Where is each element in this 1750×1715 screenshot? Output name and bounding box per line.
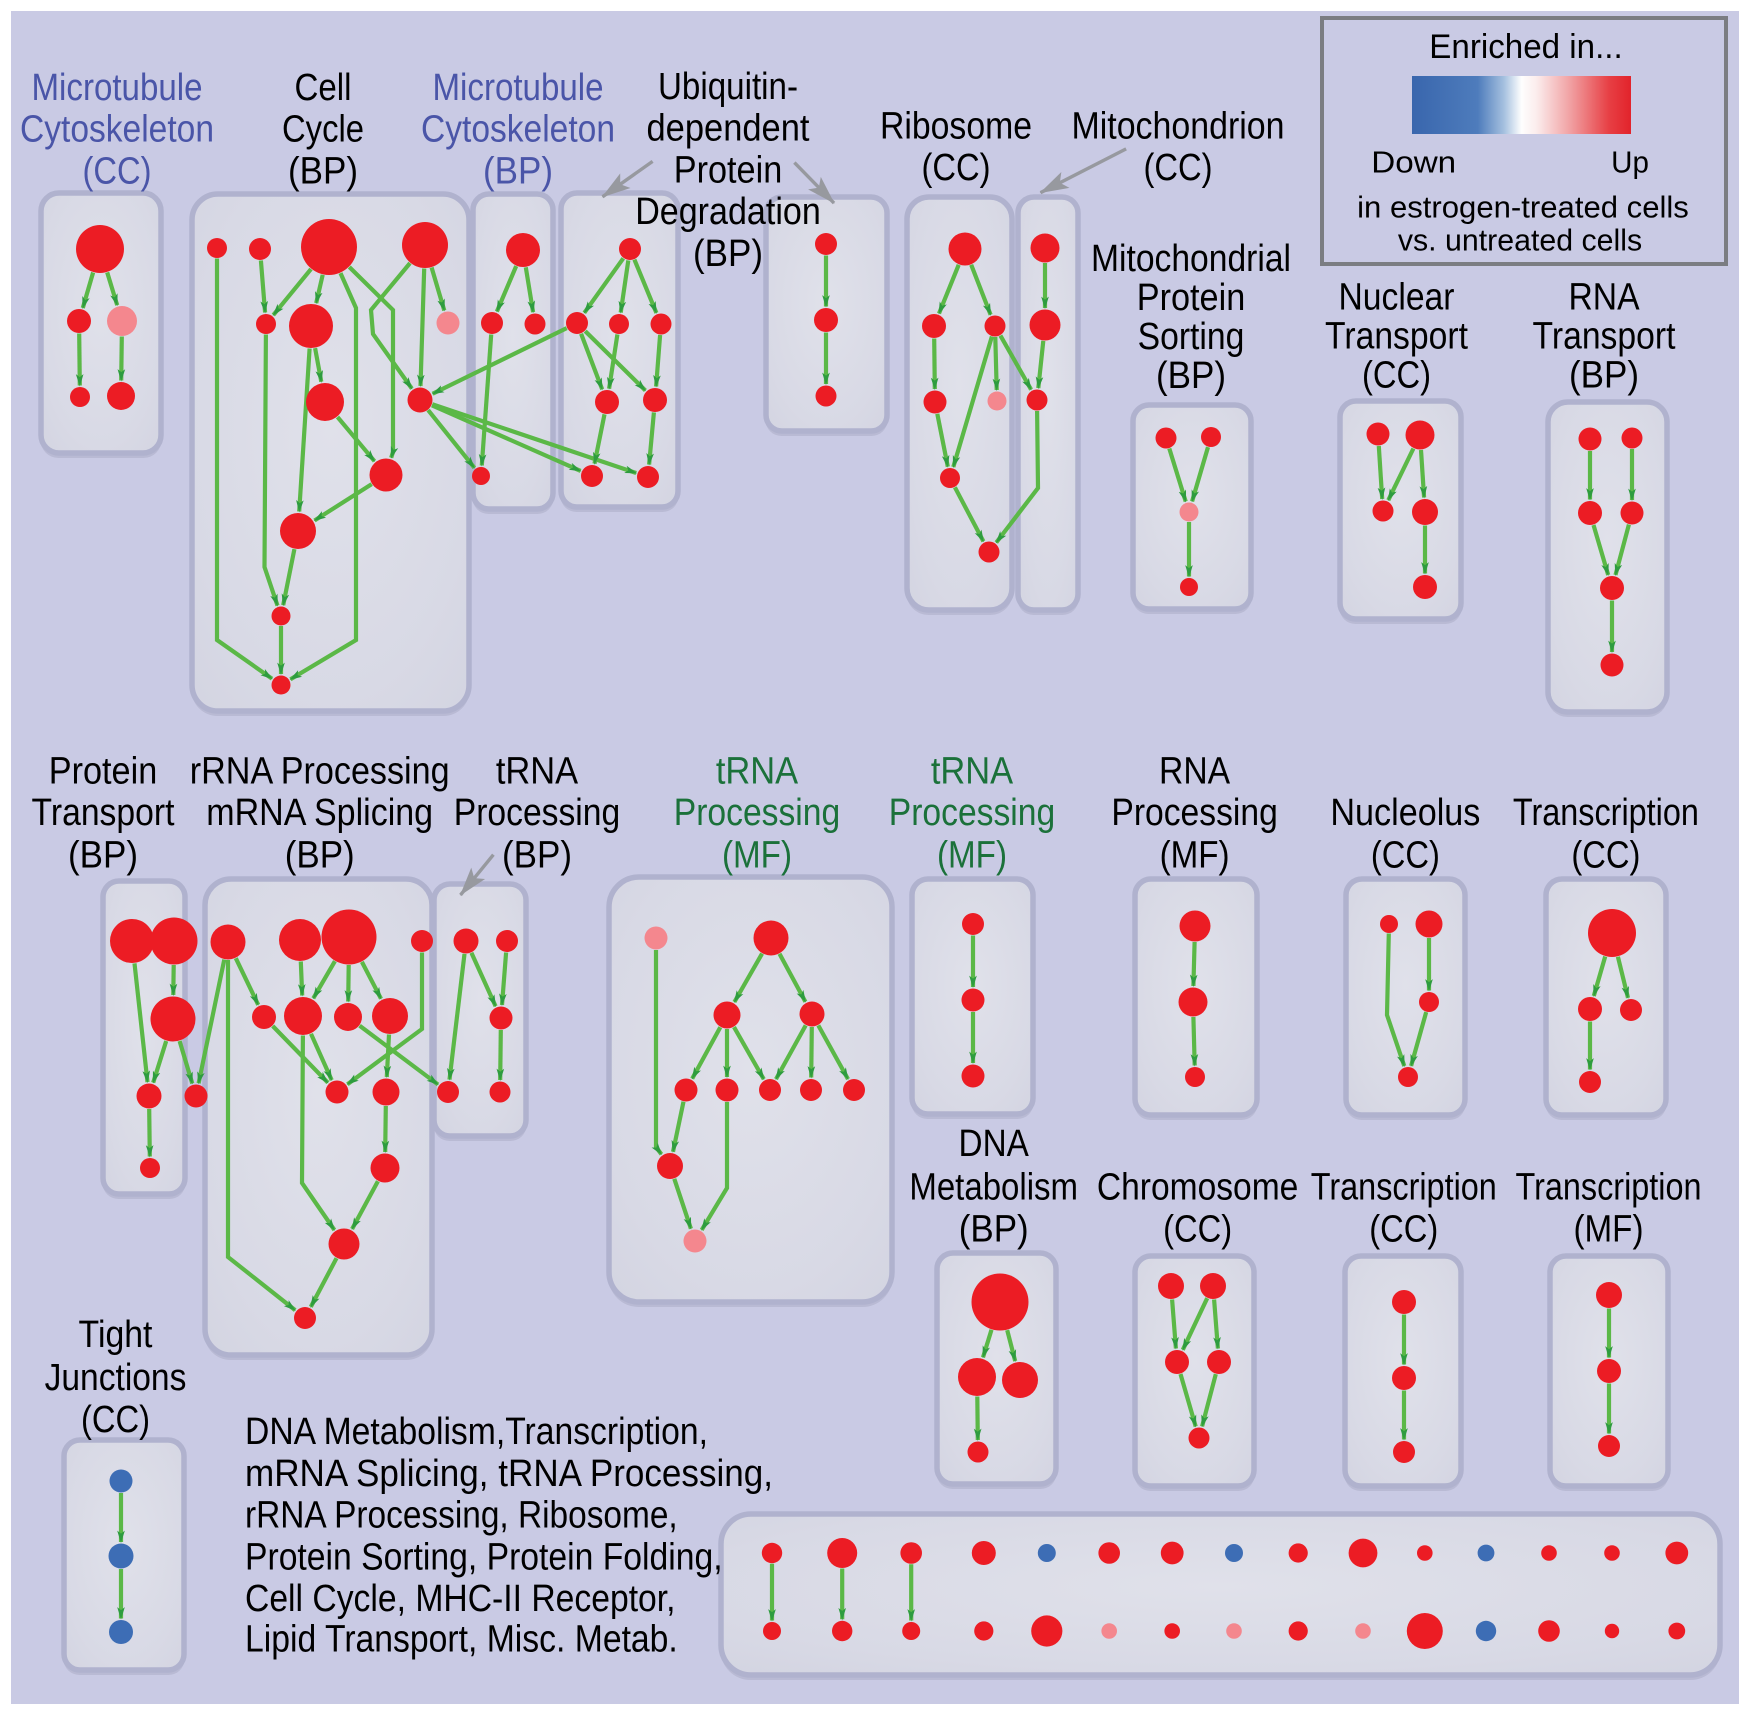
svg-text:Cytoskeleton: Cytoskeleton <box>20 109 214 151</box>
svg-text:(BP): (BP) <box>285 835 355 877</box>
svg-text:Mitochondrial: Mitochondrial <box>1091 238 1291 280</box>
svg-text:tRNA: tRNA <box>931 751 1014 793</box>
svg-text:Processing: Processing <box>674 792 840 834</box>
svg-text:tRNA: tRNA <box>496 751 579 793</box>
svg-text:Sorting: Sorting <box>1138 316 1245 358</box>
svg-text:Processing: Processing <box>889 792 1055 834</box>
svg-text:Degradation: Degradation <box>635 191 821 233</box>
svg-text:Nuclear: Nuclear <box>1339 277 1455 319</box>
svg-text:Transcription: Transcription <box>1516 1167 1702 1209</box>
svg-text:(CC): (CC) <box>81 1399 150 1441</box>
svg-text:(MF): (MF) <box>722 835 792 877</box>
svg-text:Junctions: Junctions <box>45 1357 187 1399</box>
svg-text:Lipid Transport, Misc. Metab.: Lipid Transport, Misc. Metab. <box>245 1618 678 1660</box>
svg-text:Cycle: Cycle <box>282 109 364 151</box>
svg-text:(BP): (BP) <box>1156 355 1226 397</box>
svg-text:Processing: Processing <box>454 792 620 834</box>
svg-text:Cell: Cell <box>295 67 352 109</box>
svg-text:Microtubule: Microtubule <box>32 67 203 109</box>
svg-text:rRNA Processing, Ribosome,: rRNA Processing, Ribosome, <box>245 1495 678 1537</box>
svg-text:Protein Sorting, Protein Foldi: Protein Sorting, Protein Folding, <box>245 1536 723 1578</box>
svg-text:(CC): (CC) <box>1371 835 1440 877</box>
svg-text:Down: Down <box>1371 144 1456 179</box>
svg-text:tRNA: tRNA <box>716 751 799 793</box>
svg-text:Tight: Tight <box>79 1314 153 1356</box>
svg-text:Protein: Protein <box>674 149 783 191</box>
svg-text:(BP): (BP) <box>483 151 553 193</box>
svg-text:Protein: Protein <box>1137 277 1246 319</box>
svg-text:Cytoskeleton: Cytoskeleton <box>421 109 615 151</box>
svg-text:Mitochondrion: Mitochondrion <box>1072 106 1285 148</box>
svg-text:Cell Cycle, MHC-II Receptor,: Cell Cycle, MHC-II Receptor, <box>245 1578 676 1620</box>
svg-text:(MF): (MF) <box>1160 835 1230 877</box>
svg-text:Transport: Transport <box>32 792 175 834</box>
svg-text:(BP): (BP) <box>959 1209 1029 1251</box>
svg-text:(CC): (CC) <box>1369 1209 1438 1251</box>
svg-text:(BP): (BP) <box>288 151 358 193</box>
svg-text:(CC): (CC) <box>1163 1209 1232 1251</box>
svg-text:(CC): (CC) <box>83 151 152 193</box>
svg-text:Transport: Transport <box>1325 316 1468 358</box>
svg-text:vs. untreated cells: vs. untreated cells <box>1398 223 1642 258</box>
svg-text:(MF): (MF) <box>1574 1209 1644 1251</box>
svg-text:(BP): (BP) <box>693 233 763 275</box>
svg-text:(CC): (CC) <box>922 147 991 189</box>
svg-text:Processing: Processing <box>1111 792 1277 834</box>
svg-text:Protein: Protein <box>49 751 158 793</box>
svg-text:mRNA Splicing: mRNA Splicing <box>206 792 433 834</box>
svg-text:(BP): (BP) <box>502 835 572 877</box>
svg-text:Chromosome: Chromosome <box>1097 1167 1299 1209</box>
svg-text:Up: Up <box>1611 144 1649 179</box>
svg-text:(MF): (MF) <box>937 835 1007 877</box>
svg-text:Transcription: Transcription <box>1513 792 1699 834</box>
svg-text:dependent: dependent <box>647 108 810 150</box>
svg-text:rRNA Processing: rRNA Processing <box>190 751 450 793</box>
svg-text:mRNA Splicing, tRNA Processing: mRNA Splicing, tRNA Processing, <box>245 1453 773 1495</box>
svg-text:DNA: DNA <box>959 1123 1030 1165</box>
svg-text:Microtubule: Microtubule <box>433 67 604 109</box>
svg-text:RNA: RNA <box>1568 277 1640 319</box>
svg-text:(BP): (BP) <box>1569 355 1639 397</box>
svg-text:Nucleolus: Nucleolus <box>1330 792 1480 834</box>
svg-text:Metabolism: Metabolism <box>909 1167 1078 1209</box>
svg-text:(BP): (BP) <box>68 835 138 877</box>
svg-text:Enriched in...: Enriched in... <box>1429 28 1622 66</box>
svg-text:Ubiquitin-: Ubiquitin- <box>658 66 798 108</box>
svg-text:DNA Metabolism,Transcription,: DNA Metabolism,Transcription, <box>245 1411 708 1453</box>
svg-text:(CC): (CC) <box>1144 147 1213 189</box>
svg-text:Transcription: Transcription <box>1311 1167 1497 1209</box>
svg-text:(CC): (CC) <box>1571 835 1640 877</box>
svg-text:Transport: Transport <box>1533 316 1676 358</box>
svg-text:RNA: RNA <box>1159 751 1231 793</box>
svg-text:Ribosome: Ribosome <box>880 106 1032 148</box>
svg-text:(CC): (CC) <box>1362 355 1431 397</box>
svg-text:in estrogen-treated cells: in estrogen-treated cells <box>1357 189 1689 224</box>
